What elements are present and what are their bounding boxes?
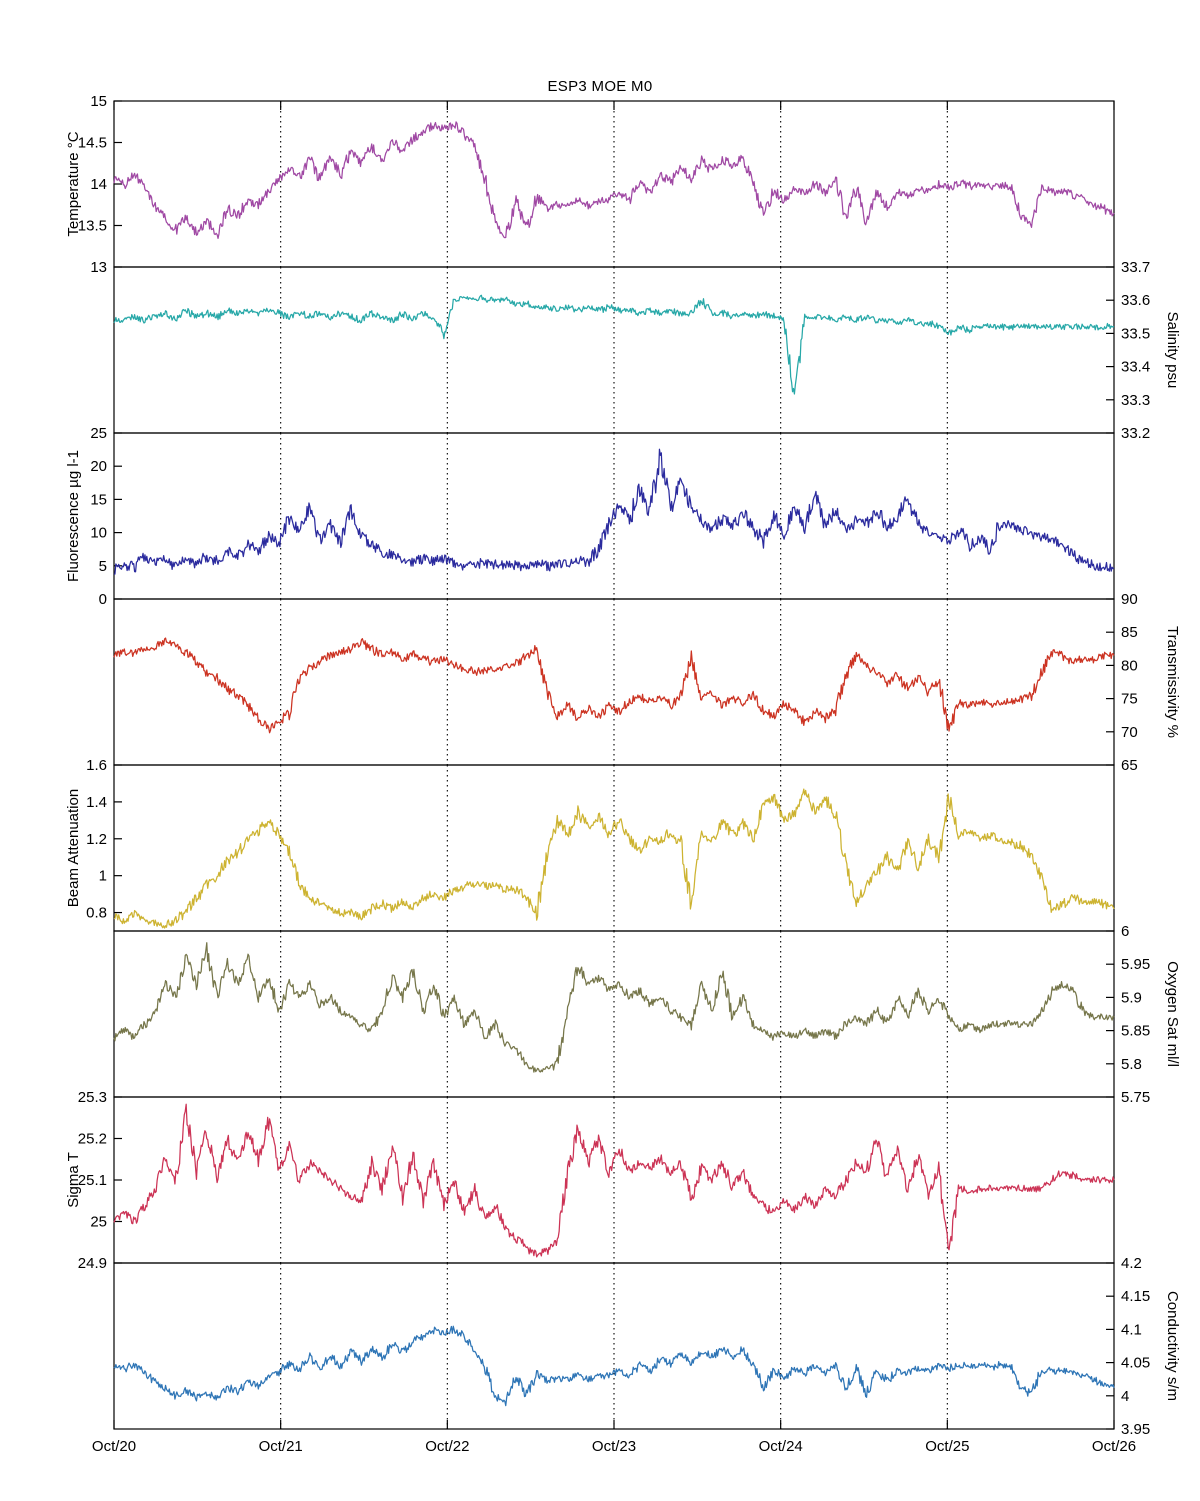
y-tick-label: 14 bbox=[90, 176, 107, 193]
y-tick-label: 5.8 bbox=[1121, 1056, 1142, 1073]
y-tick-label: 1.2 bbox=[86, 831, 107, 848]
y-tick-label: 85 bbox=[1121, 624, 1138, 641]
y-tick-label: 5.9 bbox=[1121, 989, 1142, 1006]
y-tick-label: 1 bbox=[99, 868, 107, 885]
figure-title: ESP3 MOE M0 bbox=[547, 78, 653, 95]
y-tick-label: 3.95 bbox=[1121, 1421, 1150, 1438]
y-tick-label: 4.15 bbox=[1121, 1288, 1150, 1305]
y-axis-label: Transmissivity % bbox=[1164, 626, 1181, 738]
y-tick-label: 15 bbox=[90, 491, 107, 508]
y-tick-label: 15 bbox=[90, 93, 107, 110]
y-tick-label: 13.5 bbox=[78, 218, 107, 235]
y-tick-label: 25 bbox=[90, 425, 107, 442]
panel-fluorescence: 0 5 10 15 20 25 Fluorescence µg l-1 bbox=[65, 425, 1115, 608]
y-tick-label: 25.3 bbox=[78, 1089, 107, 1106]
y-tick-label: 33.3 bbox=[1121, 392, 1150, 409]
y-tick-label: 0 bbox=[99, 591, 107, 608]
series-line-conductivity bbox=[113, 1325, 1115, 1407]
y-tick-label: 90 bbox=[1121, 591, 1138, 608]
series-line-oxygen_saturation bbox=[113, 942, 1115, 1073]
x-tick-label: Oct/26 bbox=[1092, 1438, 1136, 1455]
series-line-fluorescence bbox=[113, 448, 1115, 575]
series-line-temperature bbox=[113, 121, 1115, 240]
y-tick-label: 6 bbox=[1121, 923, 1129, 940]
y-tick-label: 5.95 bbox=[1121, 956, 1150, 973]
panel-transmissivity: 65 70 75 80 85 90 Transmissivity % bbox=[113, 591, 1181, 774]
y-tick-label: 70 bbox=[1121, 724, 1138, 741]
y-tick-label: 25 bbox=[90, 1214, 107, 1231]
y-tick-label: 1.6 bbox=[86, 757, 107, 774]
y-tick-label: 4.05 bbox=[1121, 1355, 1150, 1372]
y-tick-label: 25.2 bbox=[78, 1131, 107, 1148]
y-axis-label: Salinity psu bbox=[1164, 312, 1181, 389]
x-tick-label: Oct/24 bbox=[759, 1438, 803, 1455]
panel-salinity: 33.2 33.3 33.4 33.5 33.6 33.7 Salinity psu bbox=[113, 259, 1181, 442]
y-tick-label: 33.7 bbox=[1121, 259, 1150, 276]
y-tick-label: 5.75 bbox=[1121, 1089, 1150, 1106]
x-tick-label: Oct/23 bbox=[592, 1438, 636, 1455]
y-tick-label: 0.8 bbox=[86, 905, 107, 922]
y-tick-label: 5 bbox=[99, 558, 107, 575]
series-line-beam_attenuation bbox=[113, 788, 1115, 929]
x-axis: Oct/20 Oct/21 Oct/22 Oct/23 Oct/24 Oct/25 Oct/… bbox=[92, 101, 1136, 1455]
x-tick-label: Oct/22 bbox=[425, 1438, 469, 1455]
y-tick-label: 10 bbox=[90, 525, 107, 542]
y-axis-label: Sigma T bbox=[65, 1152, 82, 1208]
y-tick-label: 65 bbox=[1121, 757, 1138, 774]
y-tick-label: 33.6 bbox=[1121, 292, 1150, 309]
y-axis-label: Oxygen Sat ml/l bbox=[1164, 961, 1181, 1067]
y-tick-label: 4 bbox=[1121, 1388, 1129, 1405]
y-tick-label: 25.1 bbox=[78, 1172, 107, 1189]
panel-conductivity: 3.95 4 4.05 4.1 4.15 4.2 Conductivity s/m bbox=[113, 1255, 1181, 1438]
y-tick-label: 33.4 bbox=[1121, 359, 1150, 376]
y-tick-label: 20 bbox=[90, 458, 107, 475]
panel-oxygen_saturation: 5.75 5.8 5.85 5.9 5.95 6 Oxygen Sat ml/l bbox=[113, 923, 1181, 1106]
x-tick-label: Oct/20 bbox=[92, 1438, 136, 1455]
x-tick-label: Oct/25 bbox=[925, 1438, 969, 1455]
y-axis-label: Beam Attenuation bbox=[65, 789, 82, 907]
y-tick-label: 80 bbox=[1121, 657, 1138, 674]
panel-temperature: 13 13.5 14 14.5 15 Temperature °C bbox=[65, 93, 1115, 276]
y-tick-label: 13 bbox=[90, 259, 107, 276]
y-tick-label: 5.85 bbox=[1121, 1023, 1150, 1040]
y-tick-label: 4.2 bbox=[1121, 1255, 1142, 1272]
y-tick-label: 33.5 bbox=[1121, 325, 1150, 342]
series-line-salinity bbox=[113, 294, 1115, 395]
series-line-transmissivity bbox=[113, 637, 1115, 734]
y-tick-label: 14.5 bbox=[78, 135, 107, 152]
series-line-sigma_t bbox=[113, 1103, 1115, 1258]
y-axis-label: Temperature °C bbox=[65, 131, 82, 236]
y-tick-label: 4.1 bbox=[1121, 1321, 1142, 1338]
y-tick-label: 1.4 bbox=[86, 794, 107, 811]
panel-sigma_t: 24.9 25 25.1 25.2 25.3 Sigma T bbox=[65, 1089, 1115, 1272]
y-tick-label: 33.2 bbox=[1121, 425, 1150, 442]
y-tick-label: 75 bbox=[1121, 691, 1138, 708]
x-tick-label: Oct/21 bbox=[259, 1438, 303, 1455]
y-tick-label: 24.9 bbox=[78, 1255, 107, 1272]
y-axis-label: Fluorescence µg l-1 bbox=[65, 450, 82, 582]
y-axis-label: Conductivity s/m bbox=[1164, 1291, 1181, 1401]
